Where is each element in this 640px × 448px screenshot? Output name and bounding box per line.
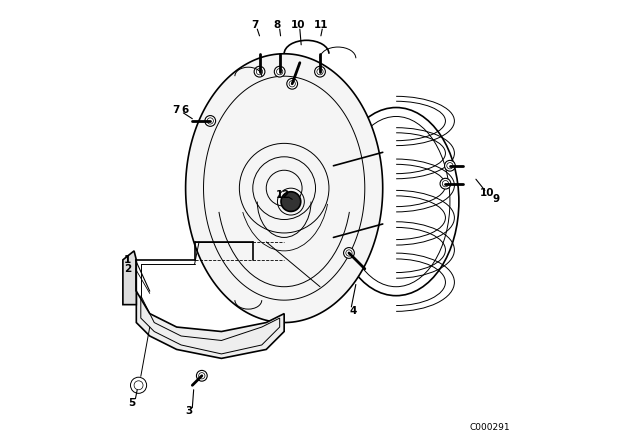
Text: 1: 1: [124, 255, 131, 265]
Text: 11: 11: [314, 20, 328, 30]
Circle shape: [287, 78, 298, 89]
Polygon shape: [136, 291, 284, 358]
Text: 7: 7: [172, 105, 179, 115]
Text: 3: 3: [186, 406, 193, 416]
Circle shape: [196, 370, 207, 381]
Text: 10: 10: [479, 188, 494, 198]
Circle shape: [275, 66, 285, 77]
Text: 2: 2: [124, 264, 131, 274]
Text: C000291: C000291: [470, 423, 511, 432]
Circle shape: [445, 160, 455, 171]
Circle shape: [315, 66, 325, 77]
Polygon shape: [186, 54, 383, 323]
Text: 10: 10: [291, 20, 306, 30]
Text: 5: 5: [128, 398, 136, 408]
Text: 12: 12: [276, 190, 291, 200]
Circle shape: [440, 178, 451, 189]
Text: 9: 9: [492, 194, 499, 204]
Circle shape: [344, 248, 355, 258]
Text: 4: 4: [350, 306, 357, 316]
Circle shape: [205, 116, 216, 126]
Polygon shape: [123, 251, 136, 305]
Text: 8: 8: [274, 20, 281, 30]
Circle shape: [131, 377, 147, 393]
Circle shape: [281, 192, 301, 211]
Circle shape: [254, 66, 265, 77]
Text: 6: 6: [181, 105, 188, 115]
Text: 7: 7: [252, 20, 259, 30]
